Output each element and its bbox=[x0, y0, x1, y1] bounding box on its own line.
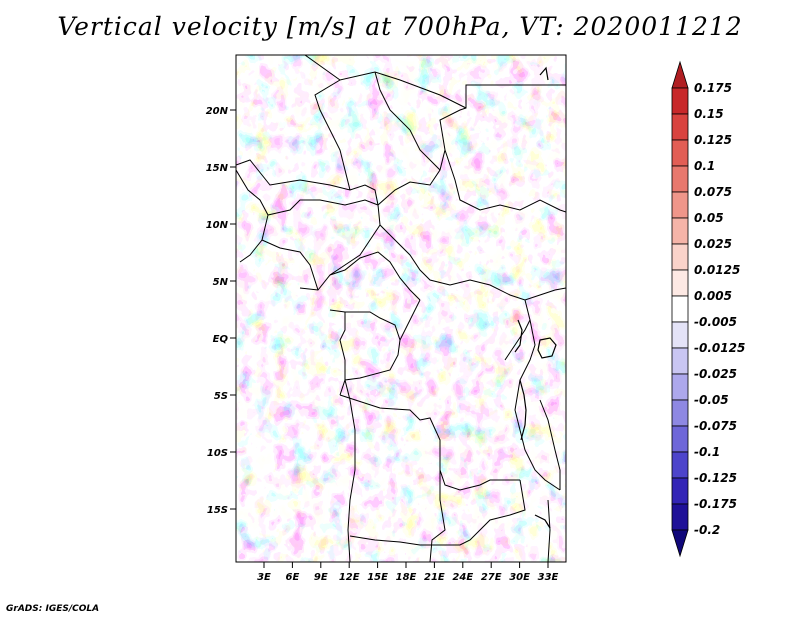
colorbar-swatch bbox=[671, 165, 689, 193]
colorbar-arrow-bottom bbox=[671, 529, 689, 558]
lon-label: 30E bbox=[509, 572, 530, 583]
colorbar-swatch bbox=[671, 191, 689, 219]
chart-title: Vertical velocity [m/s] at 700hPa, VT: 2… bbox=[57, 12, 743, 41]
colorbar-label: -0.0125 bbox=[694, 341, 745, 355]
lat-label: EQ bbox=[213, 334, 229, 345]
colorbar-label: 0.025 bbox=[694, 237, 732, 251]
colorbar-label: -0.005 bbox=[694, 315, 737, 329]
colorbar-swatch bbox=[671, 373, 689, 401]
colorbar-label: -0.125 bbox=[694, 471, 737, 485]
colorbar-swatch bbox=[671, 139, 689, 167]
colorbar-label: -0.175 bbox=[694, 497, 737, 511]
lat-label: 5N bbox=[213, 277, 229, 288]
lon-label: 18E bbox=[396, 572, 417, 583]
lon-label: 6E bbox=[286, 572, 300, 583]
colorbar-swatch bbox=[671, 503, 689, 531]
colorbar-label: -0.075 bbox=[694, 419, 737, 433]
lat-label: 15N bbox=[206, 163, 229, 174]
lon-label: 21E bbox=[424, 572, 445, 583]
lon-label: 27E bbox=[481, 572, 502, 583]
lat-label: 20N bbox=[206, 106, 229, 117]
colorbar-label: -0.2 bbox=[694, 523, 720, 537]
lat-label: 10S bbox=[207, 448, 228, 459]
colorbar: 0.175 0.15 0.125 0.1 0.075 0.05 0.025 0.0125 0.0… bbox=[671, 60, 745, 558]
lon-label: 15E bbox=[367, 572, 388, 583]
colorbar-label: 0.15 bbox=[694, 107, 724, 121]
colorbar-label: 0.125 bbox=[694, 133, 732, 147]
colorbar-swatch bbox=[671, 243, 689, 271]
colorbar-swatch bbox=[671, 217, 689, 245]
lon-label: 24E bbox=[452, 572, 473, 583]
colorbar-swatch bbox=[671, 425, 689, 453]
colorbar-swatch bbox=[671, 321, 689, 349]
lakes bbox=[514, 66, 557, 529]
colorbar-swatch bbox=[671, 113, 689, 141]
colorbar-arrow-top bbox=[671, 60, 689, 89]
lat-label: 5S bbox=[214, 391, 228, 402]
country-borders bbox=[236, 55, 566, 562]
colorbar-swatch bbox=[671, 451, 689, 479]
colorbar-label: 0.1 bbox=[694, 159, 715, 173]
colorbar-label: 0.0125 bbox=[694, 263, 740, 277]
colorbar-swatch bbox=[671, 295, 689, 323]
lon-label: 12E bbox=[339, 572, 360, 583]
lat-label: 15S bbox=[207, 505, 228, 516]
colorbar-label: -0.025 bbox=[694, 367, 737, 381]
colorbar-label: 0.005 bbox=[694, 289, 732, 303]
colorbar-label: 0.175 bbox=[694, 81, 732, 95]
colorbar-swatch bbox=[671, 87, 689, 115]
colorbar-label: -0.1 bbox=[694, 445, 720, 459]
colorbar-swatch bbox=[671, 269, 689, 297]
colorbar-label: 0.075 bbox=[694, 185, 732, 199]
colorbar-swatch bbox=[671, 399, 689, 427]
map-field bbox=[236, 55, 566, 562]
map-frame bbox=[235, 54, 567, 563]
lon-label: 33E bbox=[538, 572, 559, 583]
colorbar-label: 0.05 bbox=[694, 211, 724, 225]
colorbar-swatch bbox=[671, 477, 689, 505]
colorbar-label: -0.05 bbox=[694, 393, 729, 407]
lat-label: 10N bbox=[206, 220, 229, 231]
lon-label: 3E bbox=[257, 572, 271, 583]
colorbar-swatch bbox=[671, 347, 689, 375]
latitude-axis: 20N 15N 10N 5N EQ 5S 10S 15S bbox=[206, 106, 236, 516]
credit-text: GrADS: IGES/COLA bbox=[6, 604, 100, 614]
longitude-axis: 3E 6E 9E 12E 15E 18E 21E 24E 27E 30E 33E bbox=[257, 562, 559, 583]
lon-label: 9E bbox=[314, 572, 328, 583]
